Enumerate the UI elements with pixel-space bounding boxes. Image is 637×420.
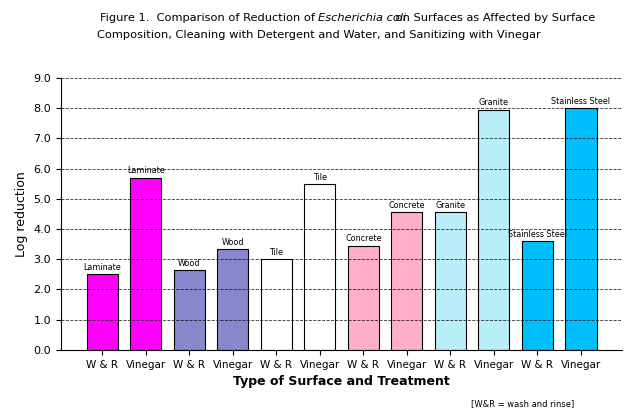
Bar	[522, 241, 553, 350]
Text: Composition, Cleaning with Detergent and Water, and Sanitizing with Vinegar: Composition, Cleaning with Detergent and…	[97, 30, 540, 40]
Text: Wood: Wood	[178, 259, 201, 268]
Text: Figure 1.  Comparison of Reduction of: Figure 1. Comparison of Reduction of	[100, 13, 318, 23]
Text: Granite: Granite	[479, 98, 509, 108]
Text: Wood: Wood	[222, 238, 244, 247]
Bar	[173, 270, 205, 350]
Bar	[434, 213, 466, 350]
Bar	[87, 274, 118, 350]
Text: [W&R = wash and rinse]: [W&R = wash and rinse]	[471, 399, 575, 409]
Bar	[478, 110, 510, 350]
Text: Stainless Steel: Stainless Steel	[508, 230, 567, 239]
Text: Granite: Granite	[435, 201, 465, 210]
Text: Concrete: Concrete	[345, 234, 382, 244]
Bar	[565, 108, 596, 350]
Bar	[348, 246, 379, 350]
Bar	[391, 213, 422, 350]
Bar	[304, 184, 336, 350]
Text: Escherichia coli: Escherichia coli	[318, 13, 406, 23]
Text: Concrete: Concrete	[389, 201, 425, 210]
X-axis label: Type of Surface and Treatment: Type of Surface and Treatment	[233, 375, 450, 388]
Text: Laminate: Laminate	[83, 263, 121, 272]
Bar	[130, 178, 161, 350]
Text: Tile: Tile	[269, 248, 283, 257]
Y-axis label: Log reduction: Log reduction	[15, 171, 28, 257]
Text: Tile: Tile	[313, 173, 327, 181]
Bar	[261, 259, 292, 350]
Text: Laminate: Laminate	[127, 166, 164, 176]
Text: Stainless Steel: Stainless Steel	[552, 97, 610, 106]
Bar	[217, 249, 248, 350]
Text: on Surfaces as Affected by Surface: on Surfaces as Affected by Surface	[392, 13, 595, 23]
